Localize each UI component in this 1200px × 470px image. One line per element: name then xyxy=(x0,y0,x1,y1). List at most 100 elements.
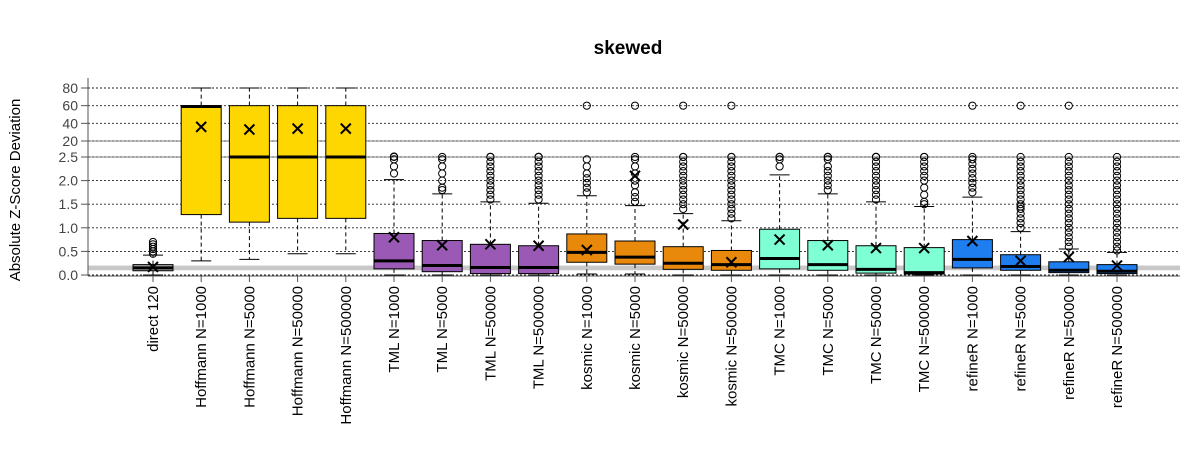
outlier-point xyxy=(1112,233,1122,242)
outlier-point xyxy=(1016,181,1025,190)
outlier-point xyxy=(1112,167,1122,176)
x-axis-ticks: direct 120 Hoffmann N=1000 Hoffmann N=5000… xyxy=(145,276,1126,425)
outlier-point xyxy=(630,181,640,190)
box-group xyxy=(132,237,174,276)
outlier-point xyxy=(486,195,495,204)
outlier-point xyxy=(1064,162,1073,171)
mean-marker xyxy=(1014,255,1027,267)
outlier-point xyxy=(1064,185,1073,195)
box-group xyxy=(951,101,993,276)
x-tick-label: refineR N=50000 xyxy=(1061,286,1078,400)
x-tick-label: TML N=5000 xyxy=(434,286,451,373)
box-rect xyxy=(710,249,752,271)
x-tick-label: kosmic N=50000 xyxy=(675,286,692,398)
outlier-point xyxy=(582,174,591,183)
outlier-point xyxy=(920,157,929,166)
box-group xyxy=(855,152,897,276)
x-tick-label: Hoffmann N=1000 xyxy=(193,286,210,408)
outlier-point xyxy=(1112,209,1122,218)
outlier-point xyxy=(534,152,543,162)
outlier-point xyxy=(727,195,736,204)
outlier-point xyxy=(1064,242,1073,251)
x-tick-label: kosmic N=5000 xyxy=(627,286,644,390)
outlier-point xyxy=(1064,181,1073,190)
box-group xyxy=(759,152,801,276)
outlier-point xyxy=(1016,101,1025,110)
chart-title: skewed xyxy=(594,38,663,59)
outlier-point xyxy=(727,185,736,195)
outlier-point xyxy=(1112,204,1122,214)
outlier-point xyxy=(389,155,399,164)
mean-marker xyxy=(581,244,593,256)
outlier-point xyxy=(1064,200,1073,209)
outlier-point xyxy=(871,167,881,176)
outlier-point xyxy=(727,101,736,110)
x-tick-label: kosmic N=500000 xyxy=(723,286,740,406)
outlier-point xyxy=(438,162,447,171)
outlier-point xyxy=(1112,214,1122,223)
outlier-point xyxy=(679,152,688,162)
outlier-point xyxy=(775,152,784,162)
box-rect xyxy=(518,245,560,275)
outlier-point xyxy=(1112,218,1122,228)
outlier-point xyxy=(1016,157,1025,166)
outlier-point xyxy=(582,101,591,110)
box-rect xyxy=(1048,261,1090,274)
outlier-point xyxy=(438,169,447,178)
outlier-point xyxy=(679,185,688,195)
outlier-point xyxy=(486,181,495,190)
outlier-point xyxy=(1112,152,1122,162)
outlier-point xyxy=(968,183,977,192)
box-group xyxy=(325,87,367,255)
outlier-point xyxy=(968,101,977,110)
outlier-point xyxy=(1064,209,1073,218)
outlier-point xyxy=(1016,167,1025,176)
outlier-point xyxy=(1064,195,1073,204)
box-rect xyxy=(277,105,319,219)
outlier-point xyxy=(1112,176,1122,185)
outlier-point xyxy=(486,152,495,161)
outlier-point xyxy=(1064,190,1073,199)
mean-marker xyxy=(918,242,930,254)
outlier-point xyxy=(871,190,881,199)
outlier-point xyxy=(871,152,881,162)
outlier-point xyxy=(1016,176,1025,185)
y-tick-label: 80 xyxy=(62,80,78,96)
outlier-point xyxy=(679,157,688,166)
outlier-point xyxy=(1064,237,1073,247)
outlier-point xyxy=(1016,162,1025,171)
y-axis-label: Absolute Z-Score Deviation xyxy=(7,99,24,282)
outlier-point xyxy=(148,242,158,251)
outlier-point xyxy=(1064,101,1073,110)
x-tick-label: direct 120 xyxy=(145,286,162,352)
box-series xyxy=(132,87,1138,276)
outlier-point xyxy=(486,157,495,166)
box-rect xyxy=(469,243,511,275)
box-group xyxy=(277,87,319,255)
mean-marker xyxy=(677,218,689,231)
y-tick-label: 0.0 xyxy=(59,267,79,283)
outlier-point xyxy=(679,204,688,214)
outlier-point xyxy=(582,188,591,197)
outlier-point xyxy=(823,185,832,195)
y-tick-label: 2.0 xyxy=(59,173,79,189)
outlier-point xyxy=(1112,181,1122,190)
outlier-point xyxy=(389,152,399,161)
outlier-point xyxy=(1064,157,1073,166)
outlier-point xyxy=(1016,195,1025,204)
mean-marker xyxy=(629,170,641,182)
y-tick-label: 1.5 xyxy=(59,196,79,212)
mean-marker xyxy=(436,239,448,251)
outlier-point xyxy=(871,195,881,204)
mean-marker xyxy=(1111,259,1123,272)
outlier-point xyxy=(1016,214,1025,223)
box-group xyxy=(614,101,656,275)
outlier-point xyxy=(486,167,495,176)
outlier-point xyxy=(968,155,977,164)
x-tick-label: TML N=500000 xyxy=(531,286,548,389)
mean-marker xyxy=(291,122,304,135)
outlier-point xyxy=(920,152,929,162)
outlier-point xyxy=(920,176,929,185)
box-group xyxy=(710,101,752,276)
x-tick-label: TMC N=500000 xyxy=(916,286,933,392)
